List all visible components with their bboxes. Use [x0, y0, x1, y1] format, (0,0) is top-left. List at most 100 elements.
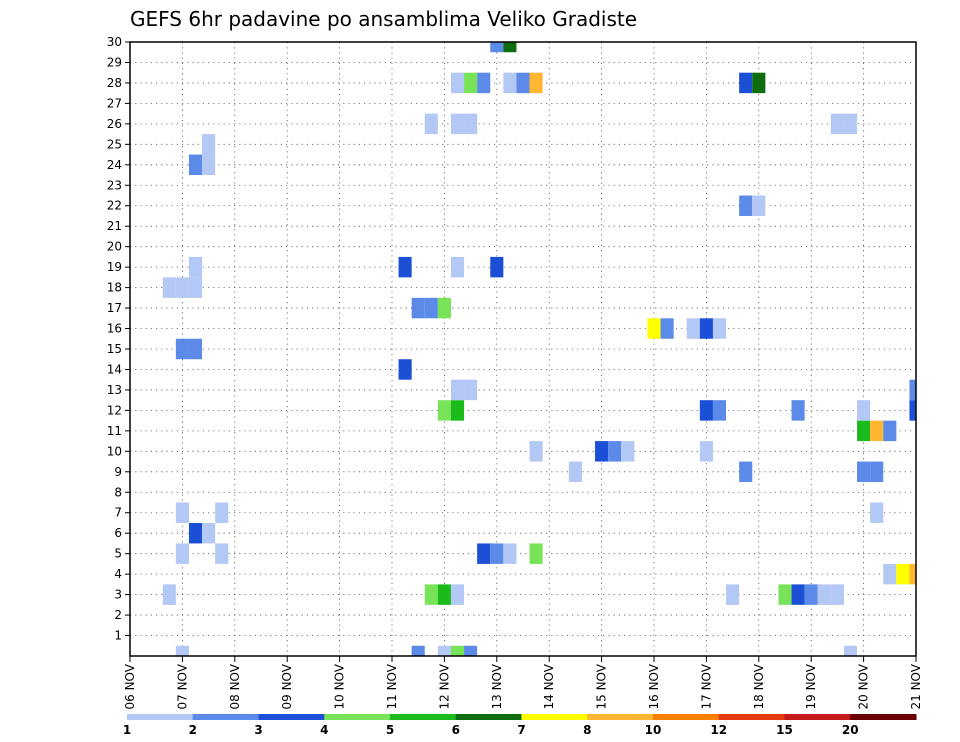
colorbar-swatch: [521, 714, 588, 720]
colorbar-swatch: [718, 714, 785, 720]
y-tick-label: 17: [107, 301, 122, 315]
y-tick-label: 15: [107, 342, 122, 356]
heatmap-cell: [621, 441, 635, 462]
heatmap-cell: [477, 543, 491, 564]
y-tick-label: 30: [107, 35, 122, 49]
x-tick-label: 18 NOV: [752, 663, 766, 709]
heatmap-cell: [896, 563, 910, 585]
y-tick-label: 11: [107, 424, 122, 438]
colorbar-swatch: [127, 714, 194, 720]
colorbar-swatch: [390, 714, 457, 720]
colorbar-label: 4: [320, 723, 328, 737]
heatmap-cell: [424, 584, 438, 605]
y-tick-label: 26: [107, 117, 122, 131]
heatmap-cell: [490, 543, 504, 564]
heatmap-cell: [398, 256, 412, 278]
heatmap-cell: [830, 584, 844, 605]
heatmap-cell: [215, 502, 229, 523]
heatmap-cell: [857, 420, 871, 442]
y-tick-label: 19: [107, 260, 122, 274]
heatmap-cell: [175, 338, 189, 360]
x-tick-label: 12 NOV: [437, 663, 451, 709]
heatmap-cell: [830, 113, 844, 135]
heatmap-cell: [490, 42, 504, 53]
heatmap-cell: [752, 195, 766, 216]
y-tick-label: 29: [107, 55, 122, 69]
heatmap-cell: [175, 645, 189, 656]
heatmap-cell: [424, 113, 438, 135]
y-axis-ticks: 1234567891011121314151617181920212223242…: [107, 35, 130, 643]
heatmap-cell: [739, 72, 753, 94]
heatmap-cell: [857, 400, 871, 421]
colorbar-label: 3: [254, 723, 262, 737]
colorbar-label: 15: [776, 723, 793, 737]
heatmap-cell: [202, 134, 216, 155]
x-tick-label: 08 NOV: [228, 663, 242, 709]
heatmap-cell: [909, 379, 916, 401]
heatmap-cell: [175, 502, 189, 523]
x-axis-ticks: 06 NOV 07 NOV 08 NOV 09 NOV 10 NOV 11 NOV 12 N…: [123, 656, 923, 710]
colorbar-label: 7: [517, 723, 525, 737]
x-tick-label: 15 NOV: [595, 663, 609, 709]
heatmap-cell: [411, 645, 425, 656]
x-tick-label: 20 NOV: [857, 663, 871, 709]
x-tick-label: 14 NOV: [542, 663, 556, 709]
heatmap-cell: [411, 297, 425, 319]
chart-title: GEFS 6hr padavine po ansamblima Veliko G…: [130, 7, 637, 31]
x-tick-label: 13 NOV: [490, 663, 504, 709]
heatmap-cell: [739, 195, 753, 216]
heatmap-cell: [188, 154, 203, 176]
heatmap-cell: [450, 113, 465, 135]
x-tick-label: 19 NOV: [804, 663, 818, 709]
y-tick-label: 24: [107, 158, 122, 172]
heatmap-cell: [883, 563, 897, 585]
heatmap-cell: [503, 543, 517, 564]
x-tick-label: 10 NOV: [333, 663, 347, 709]
heatmap-cell: [843, 645, 858, 656]
heatmap-cell: [464, 113, 478, 135]
heatmap-cell: [791, 400, 805, 421]
heatmap-cell: [188, 277, 203, 298]
heatmap-cell: [712, 400, 727, 421]
heatmap-cell: [804, 584, 818, 605]
heatmap-cell: [450, 379, 465, 401]
heatmap-cell: [870, 502, 884, 523]
heatmap-cell: [699, 318, 713, 339]
colorbar-label: 2: [189, 723, 197, 737]
y-tick-label: 27: [107, 96, 122, 110]
heatmap-cell: [529, 543, 543, 564]
x-tick-label: 09 NOV: [280, 663, 294, 709]
heatmap-cell: [699, 441, 713, 462]
heatmap-cell: [699, 400, 713, 421]
y-tick-label: 7: [114, 506, 122, 520]
heatmap-cell: [450, 256, 465, 278]
heatmap-cell: [437, 297, 451, 319]
heatmap-cell: [464, 645, 478, 656]
grid-lines: [130, 42, 916, 656]
heatmap-cell: [909, 563, 916, 585]
y-tick-label: 8: [114, 485, 122, 499]
heatmap-cell: [188, 338, 203, 360]
heatmap-cell: [595, 441, 609, 462]
heatmap-cell: [437, 400, 451, 421]
colorbar-label: 6: [452, 723, 460, 737]
heatmap-cell: [202, 522, 216, 544]
heatmap-cell: [778, 584, 792, 605]
heatmap-cell: [175, 277, 189, 298]
heatmap-cell: [752, 72, 766, 94]
colorbar-swatch: [653, 714, 720, 720]
heatmap-cell: [647, 318, 661, 339]
heatmap-cell: [162, 584, 176, 605]
heatmap-cell: [424, 297, 438, 319]
y-tick-label: 22: [107, 199, 122, 213]
colorbar-swatch: [850, 714, 917, 720]
heatmap-cell: [450, 400, 465, 421]
heatmap-cells: [162, 42, 916, 656]
y-tick-label: 16: [107, 322, 122, 336]
y-tick-label: 9: [114, 465, 122, 479]
heatmap-cell: [464, 379, 478, 401]
colorbar-swatch: [258, 714, 325, 720]
heatmap-cell: [477, 72, 491, 94]
colorbar-label: 8: [583, 723, 591, 737]
